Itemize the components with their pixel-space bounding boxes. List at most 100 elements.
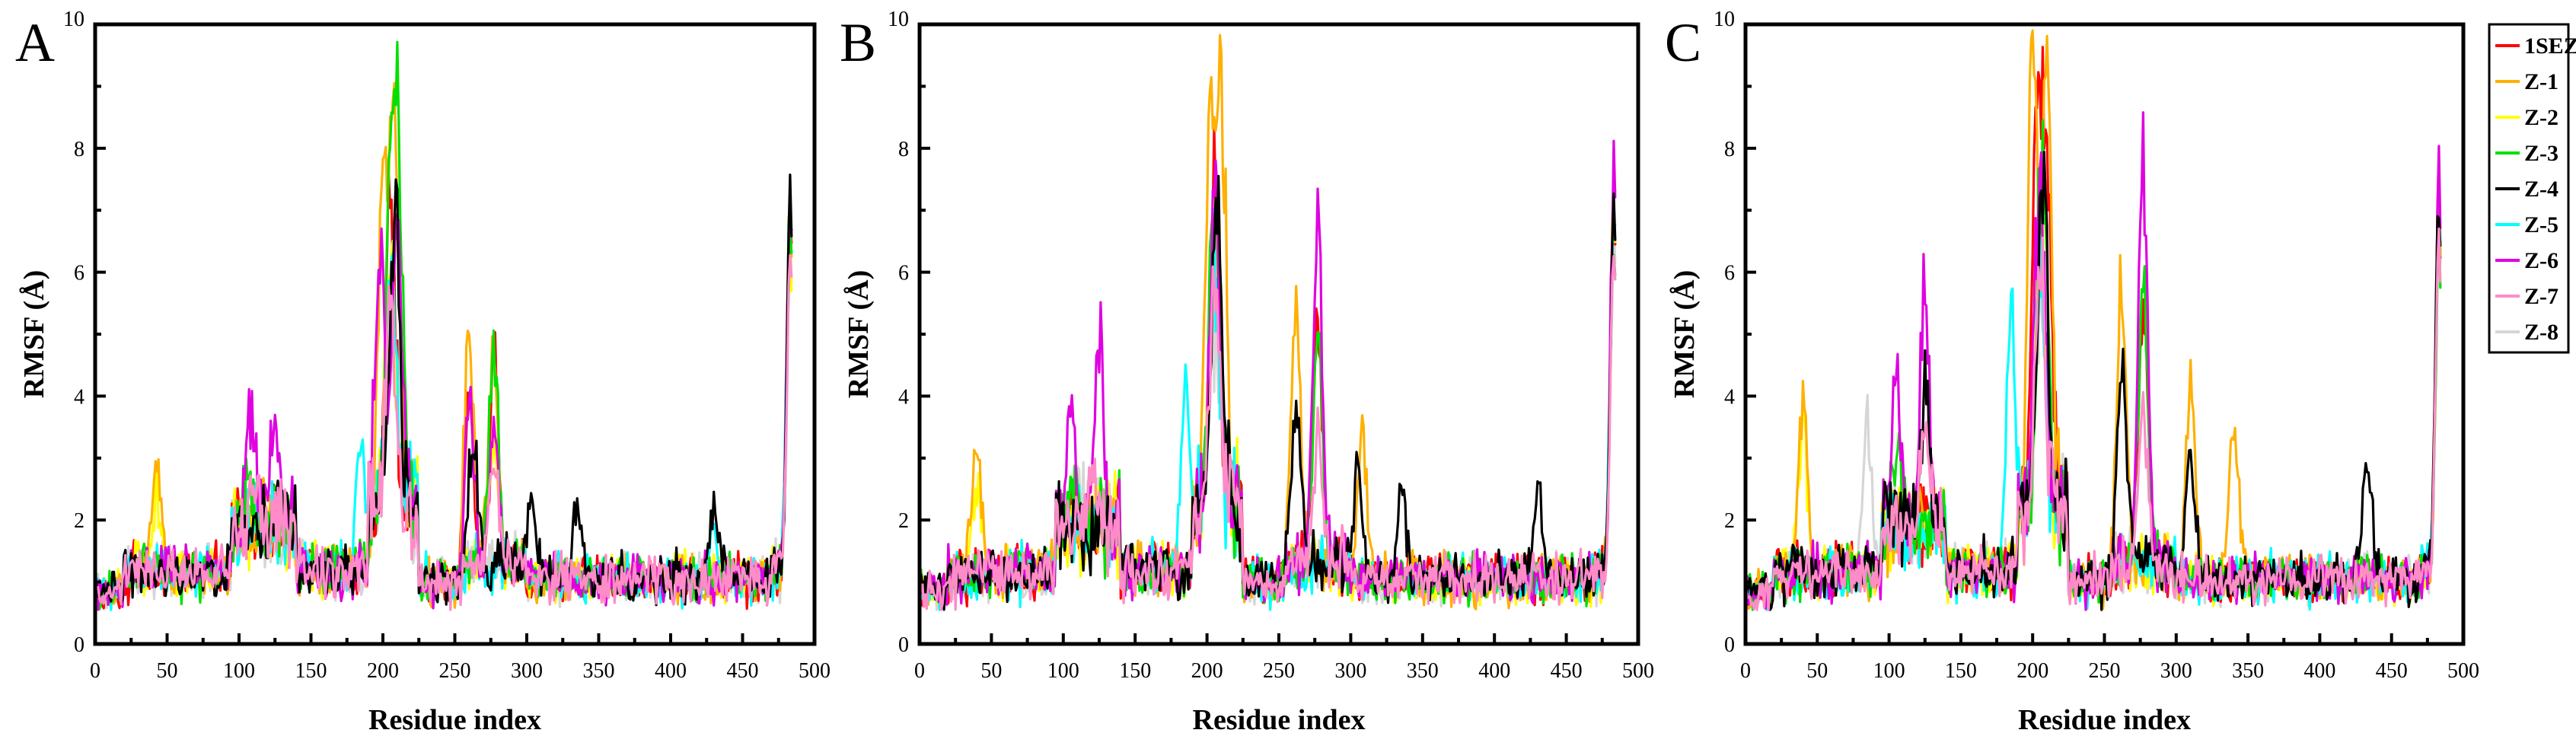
x-tick-label: 400 xyxy=(655,659,687,683)
legend-label-z-6: Z-6 xyxy=(2524,248,2558,273)
series-line-z-1 xyxy=(920,33,1617,610)
y-tick-label: 0 xyxy=(74,633,84,657)
y-tick-label: 4 xyxy=(1724,385,1735,409)
series-line-z-7 xyxy=(920,254,1617,611)
x-tick-label: 500 xyxy=(1622,659,1654,683)
legend-label-z-7: Z-7 xyxy=(2524,284,2558,309)
x-tick-label: 50 xyxy=(1806,659,1828,683)
x-tick-label: 150 xyxy=(295,659,327,683)
legend-label-z-1: Z-1 xyxy=(2524,69,2558,94)
series-group xyxy=(1745,29,2442,611)
x-tick-label: 100 xyxy=(1873,659,1905,683)
legend-label-z-3: Z-3 xyxy=(2524,141,2558,166)
series-line-z-5 xyxy=(920,207,1617,611)
series-line-z-7 xyxy=(1745,227,2442,611)
x-tick-label: 0 xyxy=(90,659,100,683)
y-axis-label: RMSF (Å) xyxy=(18,270,50,399)
x-tick-label: 250 xyxy=(1263,659,1295,683)
x-tick-label: 350 xyxy=(1407,659,1439,683)
series-line-z-3 xyxy=(1745,119,2442,611)
legend-label-z-5: Z-5 xyxy=(2524,212,2558,237)
x-tick-label: 450 xyxy=(1551,659,1583,683)
x-tick-label: 100 xyxy=(223,659,255,683)
x-tick-label: 300 xyxy=(1334,659,1366,683)
x-tick-label: 100 xyxy=(1047,659,1079,683)
series-line-z-2 xyxy=(95,223,793,605)
x-tick-label: 500 xyxy=(799,659,831,683)
x-tick-label: 400 xyxy=(1478,659,1510,683)
x-tick-label: 150 xyxy=(1119,659,1151,683)
y-tick-label: 8 xyxy=(74,138,84,161)
series-line-z-4 xyxy=(95,174,793,607)
chart-panel-c: 0 50 100 150 200 250 300 350 400 450 500 0 2 4 6 8 10 Res… xyxy=(1665,8,2479,736)
series-line-1sez xyxy=(95,170,793,610)
y-tick-label: 2 xyxy=(898,509,909,533)
y-tick-label: 8 xyxy=(898,138,909,161)
y-tick-label: 10 xyxy=(888,8,909,31)
series-line-z-4 xyxy=(1745,151,2442,611)
panel-letter: A xyxy=(15,12,55,73)
legend: 1SEZ Z-1 Z-2 Z-3 Z-4 Z-5 Z-6 Z-7 Z-8 xyxy=(2488,23,2576,354)
y-axis-label: RMSF (Å) xyxy=(843,270,875,399)
x-tick-label: 0 xyxy=(914,659,925,683)
series-line-z-3 xyxy=(95,40,793,610)
legend-label-z-8: Z-8 xyxy=(2524,320,2558,345)
x-tick-label: 350 xyxy=(583,659,615,683)
y-tick-label: 4 xyxy=(74,385,84,409)
chart-panel-a: 0 50 100 150 200 250 300 350 400 450 500 0 2 4 6 8 10 Res… xyxy=(15,8,831,736)
x-axis-label: Residue index xyxy=(1193,704,1366,736)
x-tick-label: 250 xyxy=(439,659,471,683)
series-group xyxy=(920,33,1617,611)
x-tick-label: 300 xyxy=(2160,659,2192,683)
series-line-z-6 xyxy=(95,213,793,611)
x-axis-label: Residue index xyxy=(368,704,541,736)
y-tick-label: 2 xyxy=(74,509,84,533)
legend-label-1sez: 1SEZ xyxy=(2524,33,2576,59)
legend-label-z-2: Z-2 xyxy=(2524,105,2558,130)
panel-letter: C xyxy=(1665,12,1701,73)
x-tick-label: 200 xyxy=(367,659,399,683)
x-tick-label: 250 xyxy=(2089,659,2121,683)
y-tick-label: 10 xyxy=(63,8,84,31)
y-tick-label: 6 xyxy=(74,262,84,285)
x-tick-label: 500 xyxy=(2447,659,2479,683)
y-axis-label: RMSF (Å) xyxy=(1669,270,1701,399)
x-tick-label: 200 xyxy=(2016,659,2048,683)
x-tick-label: 0 xyxy=(1740,659,1751,683)
series-line-z-6 xyxy=(1745,111,2442,611)
panel-letter: B xyxy=(840,12,876,73)
x-tick-label: 450 xyxy=(727,659,759,683)
x-axis-label: Residue index xyxy=(2018,704,2191,736)
x-tick-label: 150 xyxy=(1945,659,1977,683)
x-tick-label: 50 xyxy=(980,659,1002,683)
x-tick-label: 350 xyxy=(2232,659,2264,683)
series-line-z-1 xyxy=(1745,29,2442,610)
series-line-z-5 xyxy=(95,218,793,611)
series-line-1sez xyxy=(920,126,1617,608)
series-line-z-7 xyxy=(95,253,793,611)
y-tick-label: 8 xyxy=(1724,138,1735,161)
y-tick-label: 6 xyxy=(1724,262,1735,285)
series-line-z-6 xyxy=(920,139,1617,606)
y-tick-label: 0 xyxy=(898,633,909,657)
y-tick-label: 6 xyxy=(898,262,909,285)
series-line-z-3 xyxy=(920,213,1617,608)
x-tick-label: 200 xyxy=(1191,659,1223,683)
series-line-1sez xyxy=(1745,46,2442,606)
y-tick-label: 0 xyxy=(1724,633,1735,657)
y-tick-label: 2 xyxy=(1724,509,1735,533)
x-tick-label: 50 xyxy=(157,659,178,683)
chart-panel-b: 0 50 100 150 200 250 300 350 400 450 500 0 2 4 6 8 10 Res… xyxy=(840,8,1654,736)
legend-label-z-4: Z-4 xyxy=(2524,177,2558,202)
series-group xyxy=(95,40,793,611)
series-line-z-2 xyxy=(920,196,1617,608)
series-line-z-4 xyxy=(920,174,1617,611)
x-tick-label: 450 xyxy=(2376,659,2408,683)
x-tick-label: 300 xyxy=(511,659,543,683)
x-tick-label: 400 xyxy=(2303,659,2335,683)
y-tick-label: 4 xyxy=(898,385,909,409)
y-tick-label: 10 xyxy=(1714,8,1735,31)
series-line-z-8 xyxy=(920,215,1617,611)
series-line-z-1 xyxy=(95,81,793,609)
